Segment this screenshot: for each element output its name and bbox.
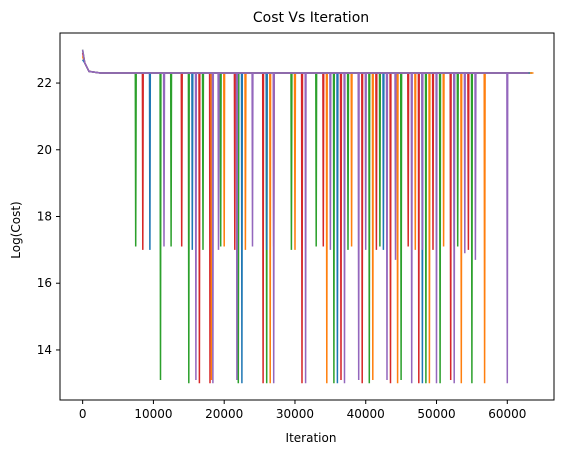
series-line-5	[81, 49, 529, 384]
x-axis: 0 10000 20000 30000 40000 50000 60000	[79, 400, 526, 421]
y-tick-label: 16	[37, 276, 52, 290]
y-tick-label: 14	[37, 343, 52, 357]
axes-frame	[59, 32, 555, 401]
y-tick-label: 18	[37, 210, 52, 224]
series-line-4	[81, 59, 530, 384]
y-axis-label: Log(Cost)	[9, 201, 23, 258]
x-tick-label: 60000	[488, 407, 526, 421]
y-tick-label: 22	[37, 76, 52, 90]
x-tick-label: 0	[79, 407, 87, 421]
x-tick-label: 50000	[417, 407, 455, 421]
series-line-3	[81, 56, 534, 384]
x-tick-label: 10000	[134, 407, 172, 421]
x-axis-label: Iteration	[286, 431, 337, 445]
y-axis: 14 16 18 20 22	[37, 76, 60, 357]
x-tick-label: 40000	[347, 407, 385, 421]
x-tick-label: 20000	[205, 407, 243, 421]
x-tick-label: 30000	[276, 407, 314, 421]
y-tick-label: 20	[37, 143, 52, 157]
chart-title: Cost Vs Iteration	[253, 10, 369, 26]
